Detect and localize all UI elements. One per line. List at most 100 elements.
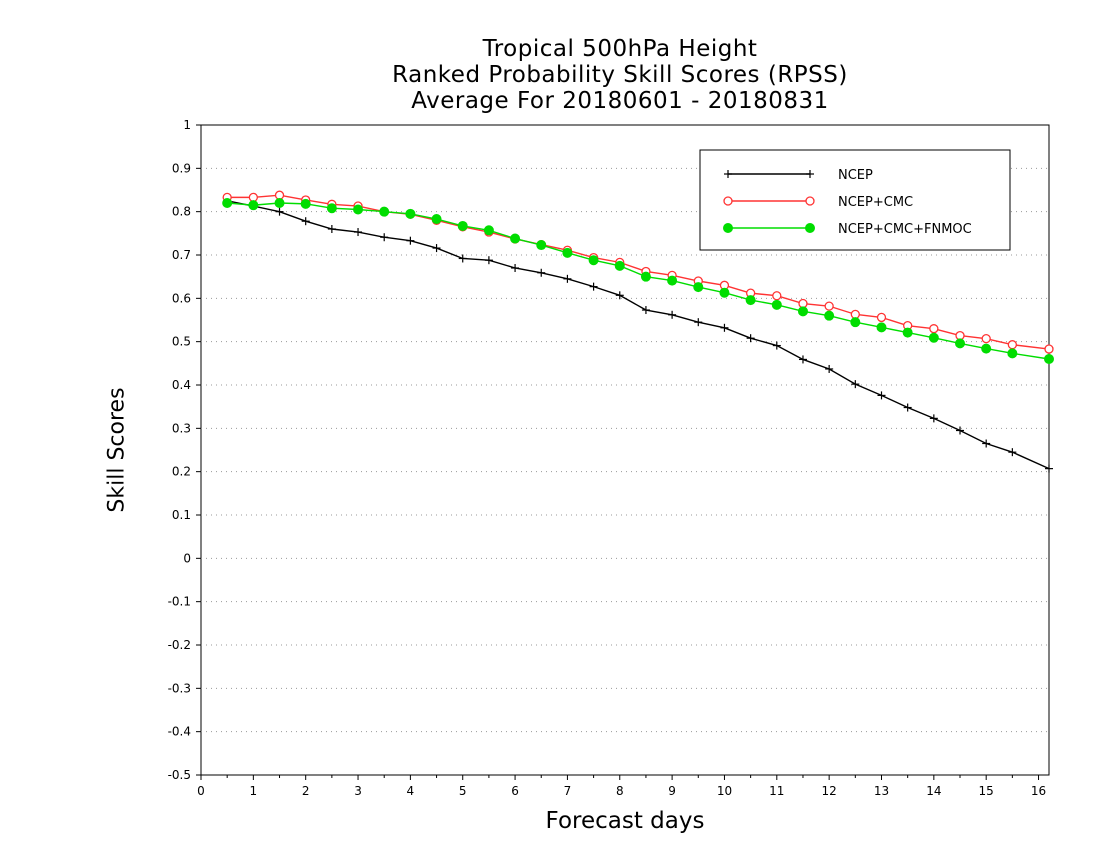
series [222, 190, 1054, 473]
data-point-ncep-cmc [929, 324, 939, 334]
data-point-ncep [641, 306, 650, 315]
data-point-ncep-cmc [876, 312, 887, 323]
data-point-ncep [982, 439, 991, 448]
y-tick-label: 0.7 [172, 248, 191, 262]
x-tick-label: 0 [197, 784, 205, 798]
data-point-ncep [851, 380, 860, 389]
data-point-ncep-cmc-fnmoc [771, 299, 782, 310]
data-point-ncep-cmc-fnmoc [274, 198, 285, 208]
data-point-ncep-cmc-fnmoc [588, 255, 599, 266]
y-tick-label: 0.2 [172, 465, 191, 479]
data-point-ncep [327, 225, 336, 233]
x-tick-label: 11 [769, 784, 784, 798]
y-tick-label: 0.6 [172, 291, 191, 305]
ticks: 1 0.9 0.8 0.7 0.6 0.5 0.4 0.3 0.2 0.1 0 -0.1 -0.2 -0.… [168, 118, 1047, 798]
y-tick-label: 0.3 [172, 421, 191, 435]
data-point-ncep-cmc-fnmoc [667, 275, 678, 286]
y-tick-label: 0.9 [172, 161, 191, 175]
legend-item-ncep-cmc-fnmoc: NCEP+CMC+FNMOC [723, 222, 972, 237]
data-point-ncep [406, 236, 415, 245]
x-tick-label: 8 [616, 784, 624, 798]
data-point-ncep [537, 268, 546, 277]
data-point-ncep-cmc-fnmoc [431, 214, 442, 225]
legend-marker [723, 196, 733, 206]
data-point-ncep-cmc-fnmoc [876, 322, 887, 333]
y-tick-label: -0.5 [168, 768, 191, 782]
data-point-ncep-cmc-fnmoc [326, 203, 337, 214]
data-point-ncep-cmc-fnmoc [248, 200, 259, 211]
data-point-ncep [275, 207, 284, 216]
data-point-ncep [877, 391, 886, 400]
data-point-ncep-cmc-fnmoc [850, 317, 861, 328]
data-point-ncep-cmc-fnmoc [981, 343, 992, 354]
legend-marker [723, 223, 733, 233]
y-tick-label: -0.4 [168, 725, 191, 739]
y-tick-label: 1 [183, 118, 191, 132]
x-tick-label: 1 [250, 784, 258, 798]
y-tick-label: 0 [183, 551, 191, 565]
data-point-ncep-cmc-fnmoc [693, 282, 704, 293]
data-point-ncep-cmc [981, 333, 991, 344]
x-tick-label: 5 [459, 784, 467, 798]
data-point-ncep-cmc-fnmoc [614, 260, 625, 271]
data-point-ncep-cmc-fnmoc [536, 240, 547, 251]
data-point-ncep [903, 403, 912, 412]
data-point-ncep-cmc-fnmoc [353, 204, 364, 215]
y-tick-label: 0.4 [172, 378, 191, 392]
data-point-ncep [563, 274, 572, 283]
legend-item-ncep-cmc: NCEP+CMC [723, 195, 913, 210]
data-point-ncep-cmc [772, 291, 782, 301]
data-point-ncep [380, 233, 389, 242]
data-point-ncep-cmc-fnmoc [510, 233, 521, 244]
data-point-ncep-cmc [1044, 344, 1054, 354]
legend-marker [805, 223, 815, 233]
data-point-ncep [772, 341, 781, 350]
data-point-ncep [354, 228, 363, 237]
data-point-ncep-cmc-fnmoc [797, 306, 808, 317]
legend-box [699, 149, 1011, 251]
x-tick-label: 6 [511, 784, 519, 798]
data-point-ncep-cmc-fnmoc [719, 287, 730, 298]
data-point-ncep-cmc-fnmoc [457, 220, 468, 231]
data-point-ncep [511, 264, 520, 272]
data-point-ncep-cmc-fnmoc [562, 247, 573, 258]
chart-title: Tropical 500hPa Height [482, 36, 758, 62]
x-tick-label: 13 [874, 784, 889, 798]
data-point-ncep-cmc [798, 298, 808, 309]
x-tick-label: 4 [407, 784, 415, 798]
data-point-ncep [1008, 448, 1017, 457]
series-ncep [223, 196, 1053, 473]
y-tick-label: 0.5 [172, 335, 191, 349]
x-axis-label: Forecast days [545, 808, 705, 834]
data-point-ncep [458, 254, 467, 263]
data-point-ncep-cmc-fnmoc [640, 271, 651, 282]
legend-label: NCEP+CMC+FNMOC [838, 222, 972, 237]
series-ncep-cmc-fnmoc [222, 198, 1054, 364]
data-point-ncep-cmc-fnmoc [483, 225, 494, 236]
data-point-ncep [668, 310, 677, 319]
plot-frame [200, 124, 1050, 776]
data-point-ncep [825, 364, 834, 373]
data-point-ncep [694, 318, 703, 327]
y-tick-label: -0.2 [168, 638, 191, 652]
data-point-ncep [956, 426, 965, 435]
x-tick-label: 15 [979, 784, 994, 798]
data-point-ncep-cmc [824, 301, 834, 311]
data-point-ncep-cmc-fnmoc [1007, 348, 1018, 359]
legend-label: NCEP+CMC [838, 195, 913, 210]
x-tick-label: 9 [668, 784, 676, 798]
data-point-ncep [929, 414, 938, 423]
chart-date-range: Average For 20180601 - 20180831 [411, 88, 829, 114]
data-point-ncep-cmc-fnmoc [379, 206, 390, 217]
legend-item-ncep: NCEP [724, 168, 873, 183]
legend-marker [724, 170, 732, 178]
y-tick-label: 0.8 [172, 205, 191, 219]
data-point-ncep-cmc-fnmoc [300, 198, 311, 209]
data-point-ncep-cmc [1007, 340, 1018, 350]
data-point-ncep [432, 244, 441, 253]
data-point-ncep [798, 355, 807, 364]
data-point-ncep [301, 217, 310, 226]
data-point-ncep [720, 323, 729, 332]
x-tick-label: 7 [564, 784, 572, 798]
